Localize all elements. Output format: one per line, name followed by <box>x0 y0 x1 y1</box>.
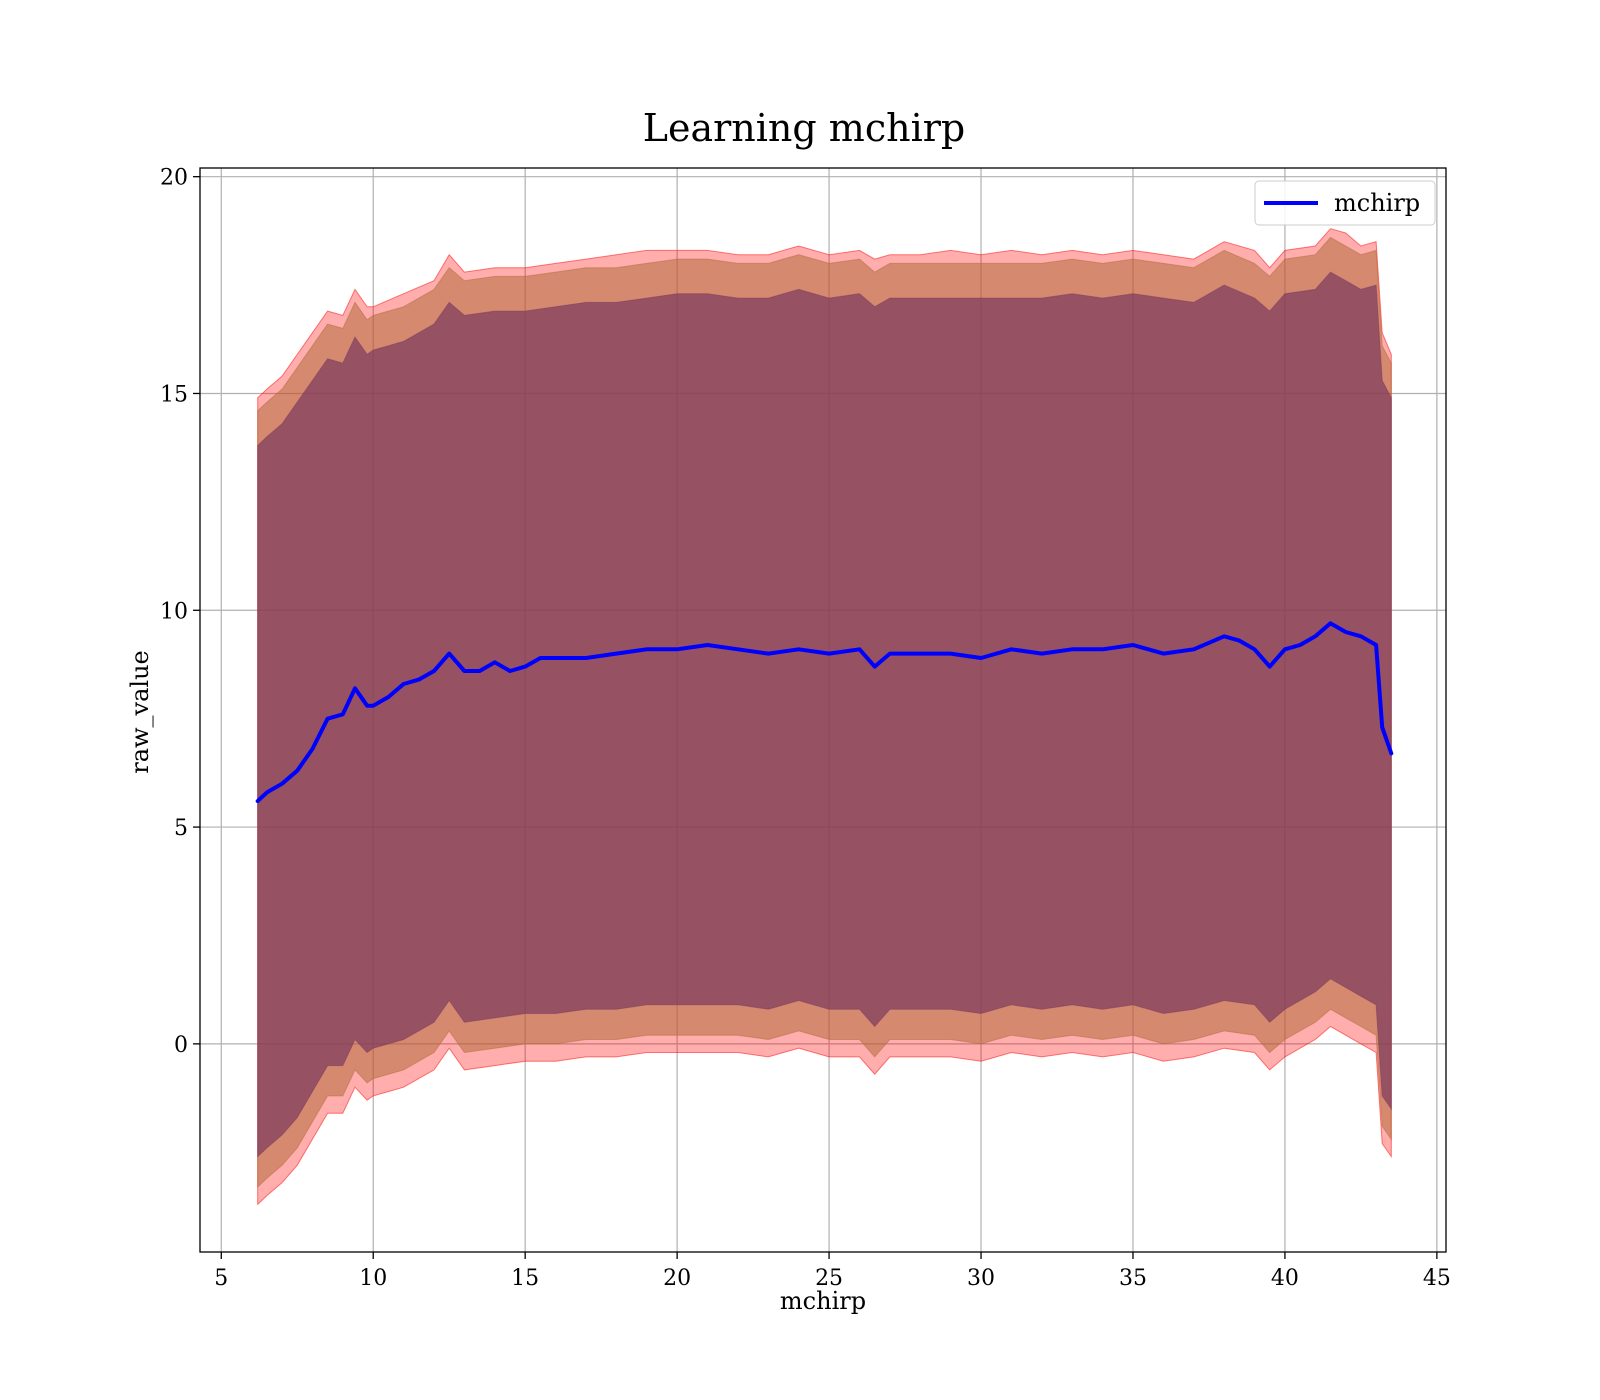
x-tick-label: 15 <box>511 1266 539 1291</box>
x-tick-label: 45 <box>1423 1266 1451 1291</box>
x-tick-label: 10 <box>359 1266 387 1291</box>
x-axis-label: mchirp <box>780 1287 866 1315</box>
x-tick-label: 40 <box>1271 1266 1299 1291</box>
x-tick-label: 35 <box>1119 1266 1147 1291</box>
x-axis-ticks: 5 10 15 20 25 30 35 40 45 <box>214 1252 1451 1291</box>
x-tick-label: 5 <box>214 1266 228 1291</box>
y-axis-ticks: 0 5 10 15 20 <box>160 166 200 1058</box>
confidence-bands <box>257 228 1392 1206</box>
y-tick-label: 20 <box>160 166 188 191</box>
series-lines <box>255 621 1394 804</box>
legend-box <box>1254 180 1436 226</box>
y-tick-label: 0 <box>174 1033 188 1058</box>
y-axis-label: raw_value <box>126 650 154 774</box>
y-tick-label: 10 <box>160 599 188 624</box>
plot-frame <box>199 167 1447 1253</box>
band-2 <box>257 271 1392 1158</box>
x-tick-label: 25 <box>815 1266 843 1291</box>
x-tick-label: 30 <box>967 1266 995 1291</box>
legend-label-mchirp: mchirp <box>1334 189 1420 217</box>
series-line-mchirp <box>255 621 1394 804</box>
legend: mchirp <box>1254 180 1436 226</box>
x-tick-label: 20 <box>663 1266 691 1291</box>
y-tick-label: 5 <box>174 816 188 841</box>
chart-title: Learning mchirp <box>643 106 965 150</box>
y-tick-label: 15 <box>160 382 188 407</box>
